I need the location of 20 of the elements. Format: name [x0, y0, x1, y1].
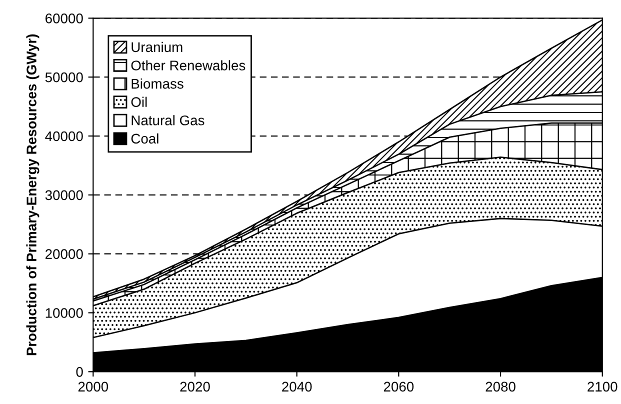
y-tick-label: 0: [76, 367, 83, 377]
y-tick-label: 20000: [46, 249, 83, 260]
y-tick-label: 60000: [46, 14, 83, 24]
legend-label: Biomass: [132, 78, 184, 89]
y-tick-label: 10000: [46, 308, 83, 318]
x-tick-label: 2100: [588, 382, 618, 392]
x-tick-label: 2040: [282, 382, 312, 392]
x-tick-label: 2000: [78, 382, 108, 392]
y-tick-label: 30000: [45, 190, 83, 200]
x-tick-label: 2020: [180, 382, 210, 392]
y-axis-title: Production of Primary-Energy Resources (GWyr): [26, 34, 40, 356]
legend-label: Coal: [131, 133, 158, 144]
legend-label: Natural Gas: [132, 115, 204, 126]
x-tick-label: 2080: [486, 382, 516, 392]
legend-label: Other Renewables: [131, 60, 246, 70]
y-tick-label: 50000: [45, 72, 83, 82]
legend-label: Uranium: [132, 42, 182, 52]
legend-label: Oil: [131, 96, 147, 107]
y-tick-label: 40000: [45, 131, 83, 142]
x-tick-label: 2060: [384, 382, 414, 392]
